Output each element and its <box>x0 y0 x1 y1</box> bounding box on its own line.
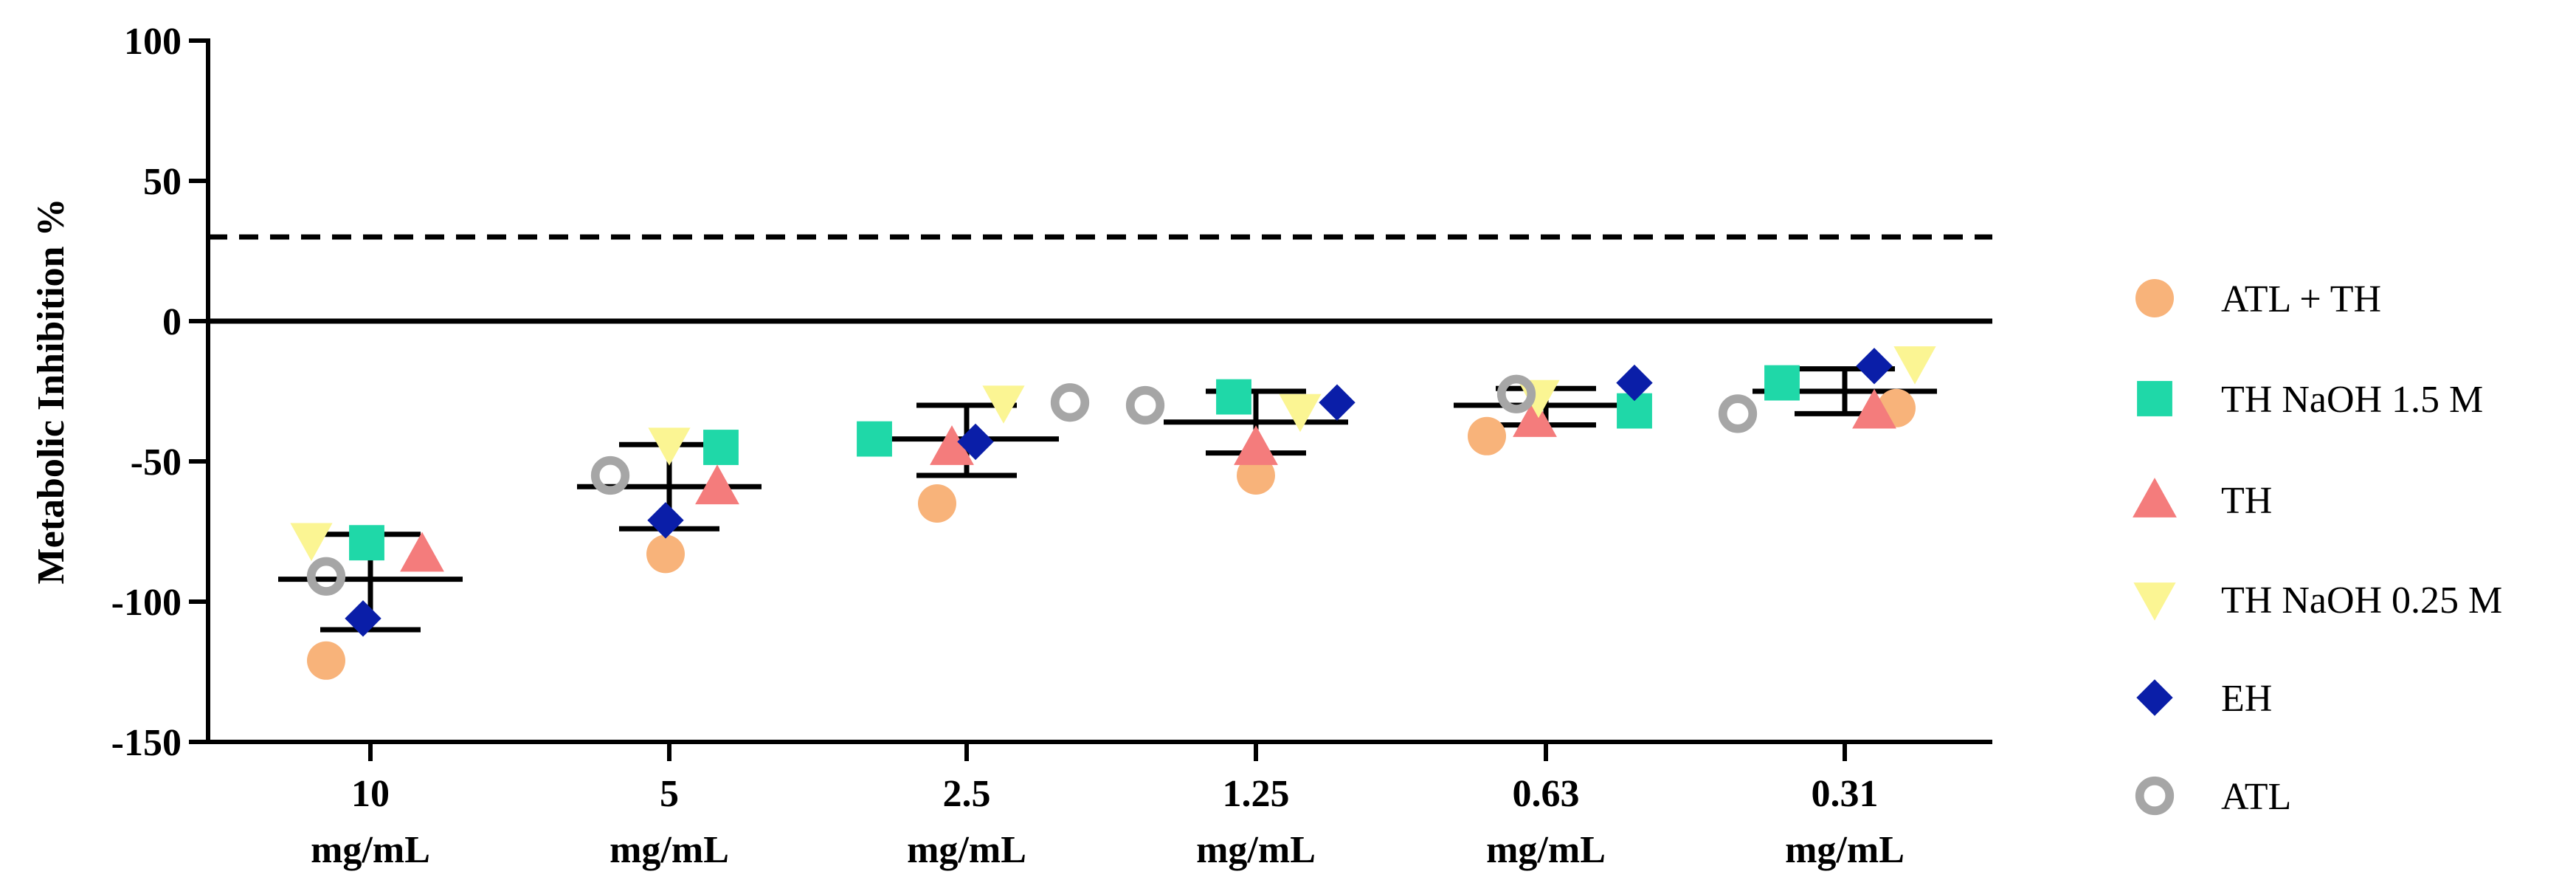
legend-label: ATL <box>2221 776 2291 818</box>
reference-lines <box>208 234 1992 324</box>
legend-marker <box>2135 279 2174 317</box>
point-atl <box>1718 394 1758 433</box>
point-atl-th <box>1237 456 1275 495</box>
legend-marker <box>2137 381 2172 416</box>
point-eh <box>957 423 994 461</box>
point-th <box>1513 397 1557 437</box>
point-atl-th <box>1468 416 1506 455</box>
point-eh <box>1616 364 1653 402</box>
legend-item: ATL + TH <box>2135 278 2381 320</box>
axis-labels: 100 50 0 -50 -100 -150 10 mg/mL 5 mg/mL 2.5 mg/mL 1.… <box>30 21 1905 871</box>
point-th <box>930 425 974 465</box>
x-tick-unit-label: mg/mL <box>1196 829 1316 871</box>
point-th-naoh-0-25-m <box>648 427 691 466</box>
point-th-naoh-1-5-m <box>703 430 739 465</box>
point-eh <box>1319 384 1356 421</box>
legend: ATL + TH TH NaOH 1.5 M TH TH NaOH 0.25 M EH A… <box>2133 278 2502 818</box>
point-eh <box>1856 348 1893 385</box>
y-tick-label: -150 <box>111 722 182 764</box>
point-th <box>1234 425 1278 465</box>
point-atl <box>1050 383 1090 422</box>
legend-item: TH <box>2133 478 2272 522</box>
x-tick-unit-label: mg/mL <box>610 829 729 871</box>
y-tick-label: -50 <box>131 441 182 484</box>
y-tick-label: 0 <box>162 301 182 343</box>
x-tick-label: 0.31 <box>1812 773 1879 815</box>
point-th-naoh-0-25-m <box>290 523 333 561</box>
point-atl <box>306 557 346 596</box>
y-axis-title: Metabolic Inhibition % <box>30 199 72 585</box>
point-th-naoh-1-5-m <box>1216 379 1251 415</box>
point-th-naoh-1-5-m <box>857 421 892 457</box>
point-th <box>695 464 739 505</box>
point-atl-th <box>307 641 345 680</box>
data-points <box>290 346 1936 680</box>
x-tick-unit-label: mg/mL <box>1486 829 1606 871</box>
y-tick-label: 50 <box>143 161 182 203</box>
x-tick-label: 5 <box>660 773 679 815</box>
legend-item: TH NaOH 1.5 M <box>2137 379 2483 421</box>
point-atl <box>590 455 630 495</box>
x-tick-label: 0.63 <box>1513 773 1580 815</box>
legend-label: ATL + TH <box>2221 278 2381 320</box>
point-eh <box>345 600 381 637</box>
point-th-naoh-1-5-m <box>1764 365 1800 401</box>
point-th-naoh-0-25-m <box>1279 393 1322 433</box>
point-atl-th <box>646 534 685 574</box>
point-eh <box>647 502 684 539</box>
legend-marker <box>2133 478 2177 518</box>
summary-bars <box>278 366 1937 633</box>
axes <box>189 38 1992 761</box>
point-th-naoh-1-5-m <box>349 525 384 561</box>
point-atl <box>1496 374 1536 413</box>
legend-label: TH <box>2221 480 2272 522</box>
y-tick-label: 100 <box>124 21 182 63</box>
point-th-naoh-0-25-m <box>982 385 1025 424</box>
point-th <box>400 532 444 572</box>
point-th-naoh-0-25-m <box>1893 346 1936 385</box>
legend-marker <box>2136 679 2173 716</box>
point-th <box>1852 388 1896 429</box>
legend-item: ATL <box>2135 776 2291 818</box>
legend-marker <box>2135 776 2175 816</box>
legend-label: TH NaOH 1.5 M <box>2221 379 2483 421</box>
legend-label: EH <box>2221 678 2272 720</box>
x-tick-unit-label: mg/mL <box>311 829 430 871</box>
point-atl <box>1125 385 1165 425</box>
legend-marker <box>2133 582 2176 621</box>
point-atl-th <box>918 484 956 523</box>
legend-label: TH NaOH 0.25 M <box>2221 580 2502 622</box>
legend-item: TH NaOH 0.25 M <box>2133 580 2502 622</box>
x-tick-unit-label: mg/mL <box>907 829 1026 871</box>
y-tick-label: -100 <box>111 582 182 624</box>
x-tick-label: 2.5 <box>943 773 991 815</box>
x-tick-unit-label: mg/mL <box>1785 829 1905 871</box>
x-tick-label: 1.25 <box>1223 773 1290 815</box>
legend-item: EH <box>2136 678 2272 720</box>
x-tick-label: 10 <box>351 773 390 815</box>
